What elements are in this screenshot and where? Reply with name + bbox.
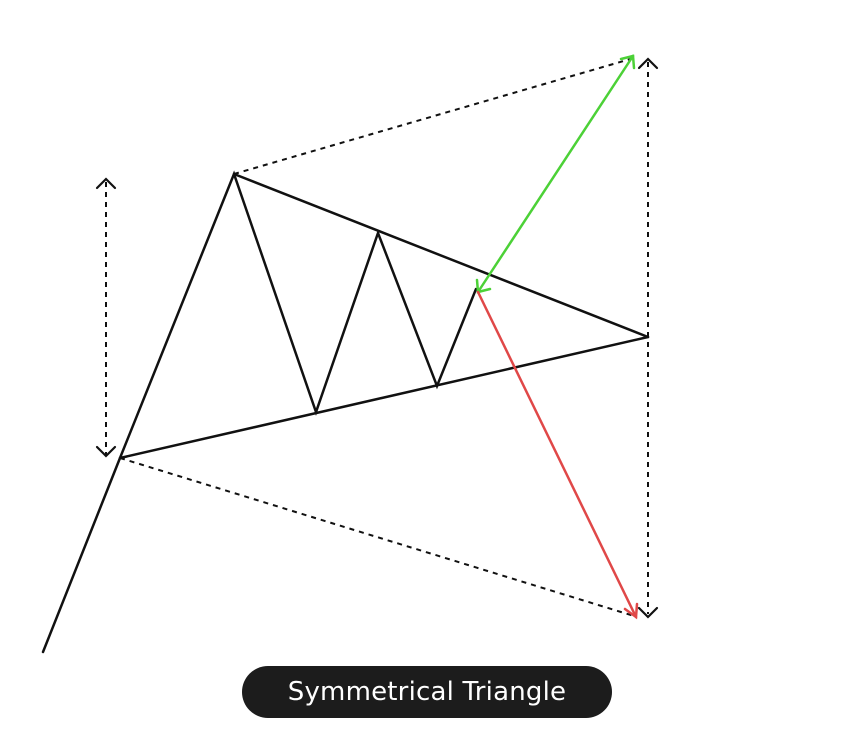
target-range-arrow <box>637 57 659 619</box>
caption-pill: Symmetrical Triangle <box>242 666 612 718</box>
bullish-target-arrow <box>475 54 636 294</box>
price-path <box>41 170 478 654</box>
upper-trendline <box>232 172 650 339</box>
upper-projection-dotted-line <box>233 57 635 175</box>
bearish-target-arrow <box>476 290 639 620</box>
pattern-height-arrow <box>95 177 117 458</box>
lower-projection-dotted-line <box>119 457 635 617</box>
caption-label: Symmetrical Triangle <box>287 677 567 707</box>
lower-trendline <box>118 335 650 460</box>
